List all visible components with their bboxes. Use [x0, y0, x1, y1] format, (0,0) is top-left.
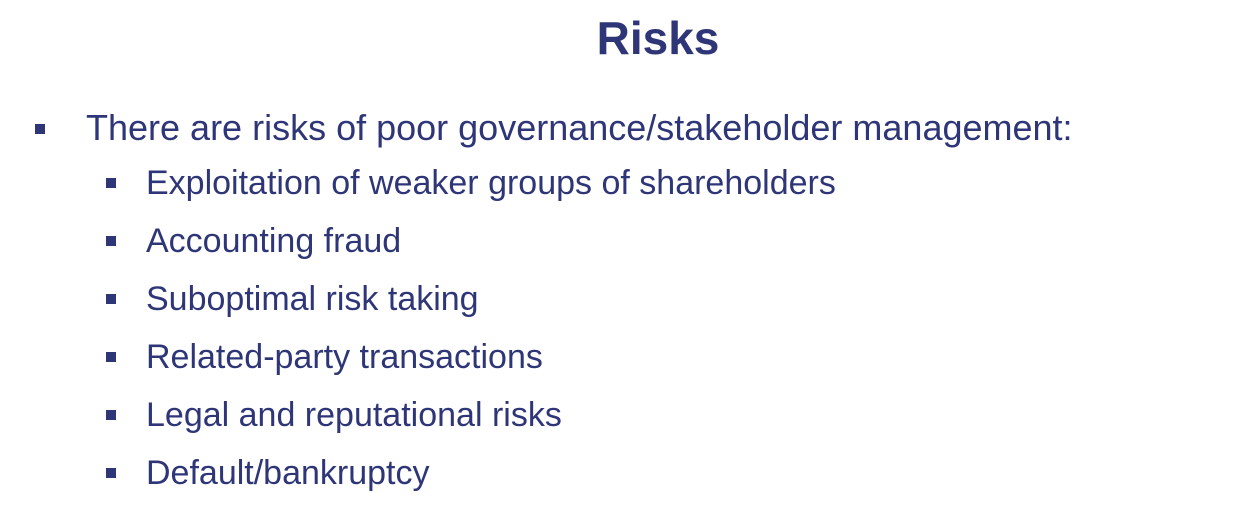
sub-bullet-item: Accounting fraud — [0, 212, 1236, 270]
sub-bullet-item: Default/bankruptcy — [0, 444, 1236, 502]
sub-bullet-text: Default/bankruptcy — [146, 454, 430, 492]
square-bullet-icon — [106, 236, 116, 246]
bullet-row-main: There are risks of poor governance/stake… — [0, 102, 1236, 154]
bullet-list: There are risks of poor governance/stake… — [0, 102, 1236, 502]
square-bullet-icon — [106, 178, 116, 188]
square-bullet-icon — [106, 294, 116, 304]
sub-bullet-text: Legal and reputational risks — [146, 396, 562, 434]
square-bullet-icon — [106, 352, 116, 362]
sub-bullet-item: Exploitation of weaker groups of shareho… — [0, 154, 1236, 212]
slide-title: Risks — [596, 12, 720, 64]
bullet-text: There are risks of poor governance/stake… — [86, 107, 1073, 148]
sub-bullet-text: Exploitation of weaker groups of shareho… — [146, 164, 836, 202]
square-bullet-icon — [35, 124, 45, 134]
sub-bullet-text: Accounting fraud — [146, 222, 402, 260]
square-bullet-icon — [106, 410, 116, 420]
sub-bullet-text: Suboptimal risk taking — [146, 280, 479, 318]
sub-bullet-text: Related-party transactions — [146, 338, 543, 376]
sub-bullet-list: Exploitation of weaker groups of shareho… — [0, 154, 1236, 502]
square-bullet-icon — [106, 468, 116, 478]
sub-bullet-item: Related-party transactions — [0, 328, 1236, 386]
sub-bullet-item: Legal and reputational risks — [0, 386, 1236, 444]
sub-bullet-item: Suboptimal risk taking — [0, 270, 1236, 328]
bullet-item-main: There are risks of poor governance/stake… — [0, 102, 1236, 502]
